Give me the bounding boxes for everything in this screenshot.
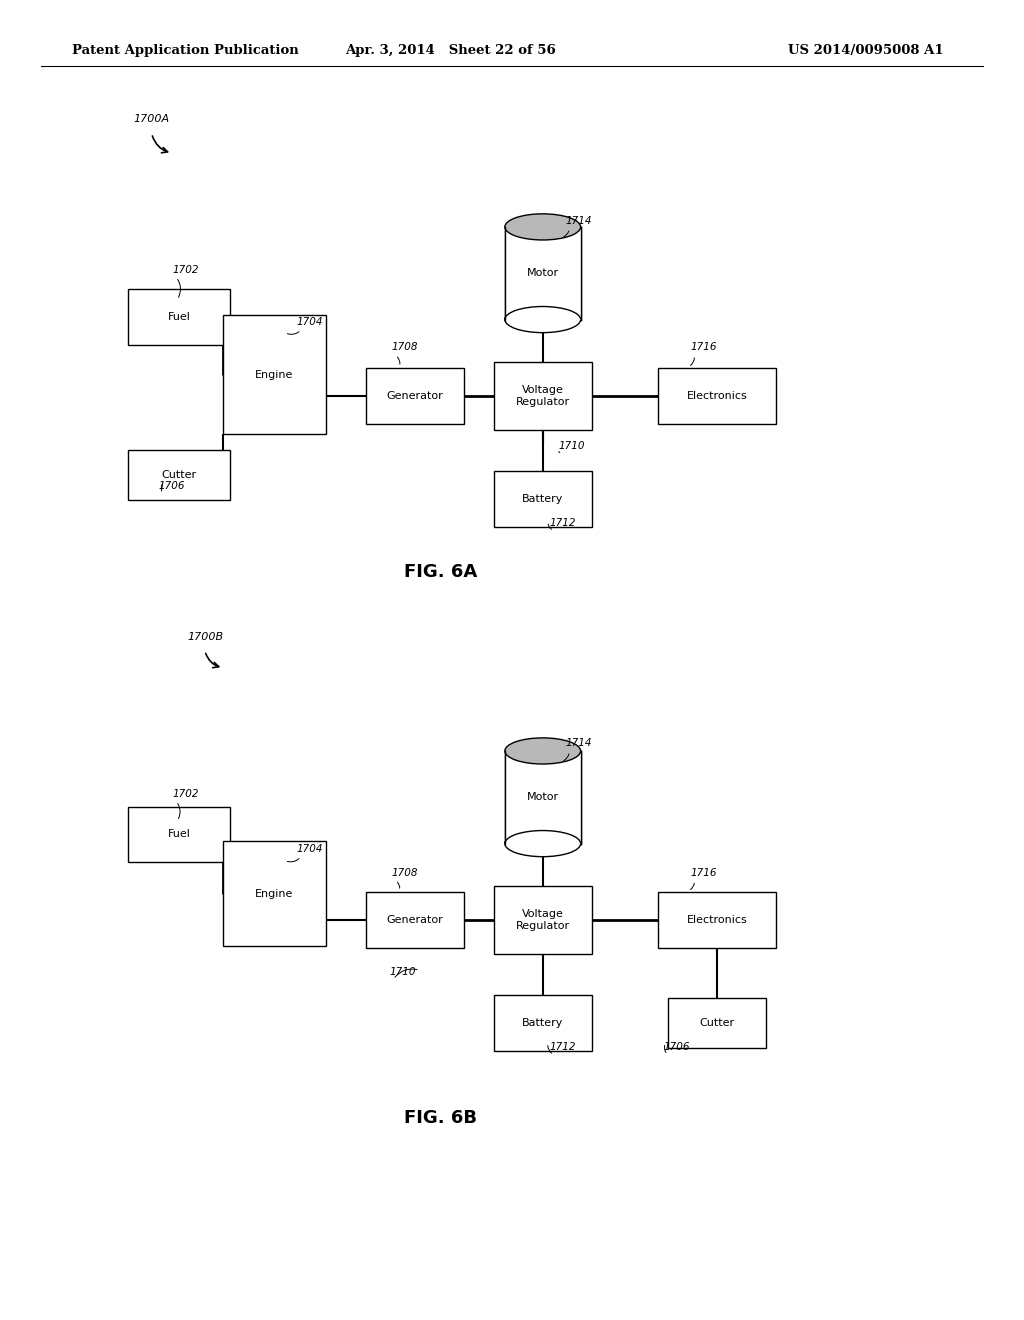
Bar	[657, 368, 776, 424]
Bar	[128, 289, 230, 345]
Text: 1710: 1710	[389, 966, 416, 977]
Text: 1716: 1716	[690, 342, 717, 352]
Bar	[505, 751, 581, 843]
Bar	[668, 998, 766, 1048]
Text: Electronics: Electronics	[686, 391, 748, 401]
Bar	[494, 362, 592, 430]
Text: Fuel: Fuel	[168, 829, 190, 840]
Text: 1700B: 1700B	[187, 631, 223, 642]
Text: 1716: 1716	[690, 867, 717, 878]
Bar	[128, 807, 230, 862]
Text: 1700A: 1700A	[133, 114, 169, 124]
Text: Patent Application Publication: Patent Application Publication	[72, 44, 298, 57]
Text: 1712: 1712	[550, 517, 577, 528]
Text: Voltage
Regulator: Voltage Regulator	[516, 909, 569, 931]
Ellipse shape	[505, 214, 581, 240]
Bar	[223, 841, 326, 946]
Text: 1702: 1702	[172, 264, 199, 275]
Bar	[494, 471, 592, 527]
Text: Fuel: Fuel	[168, 312, 190, 322]
Text: 1714: 1714	[565, 215, 592, 226]
Text: Generator: Generator	[386, 915, 443, 925]
Bar	[366, 368, 464, 424]
Text: Motor: Motor	[526, 792, 559, 803]
Text: 1710: 1710	[558, 441, 585, 451]
Ellipse shape	[505, 738, 581, 764]
Text: Generator: Generator	[386, 391, 443, 401]
Text: 1704: 1704	[297, 317, 324, 327]
Bar	[128, 450, 230, 500]
Text: Electronics: Electronics	[686, 915, 748, 925]
Text: 1704: 1704	[297, 843, 324, 854]
Bar	[505, 227, 581, 319]
Text: 1712: 1712	[550, 1041, 577, 1052]
Ellipse shape	[505, 830, 581, 857]
Text: Apr. 3, 2014   Sheet 22 of 56: Apr. 3, 2014 Sheet 22 of 56	[345, 44, 556, 57]
Text: Engine: Engine	[255, 370, 294, 380]
Text: FIG. 6B: FIG. 6B	[403, 1109, 477, 1127]
Text: FIG. 6A: FIG. 6A	[403, 562, 477, 581]
Text: 1714: 1714	[565, 738, 592, 748]
Bar	[657, 892, 776, 948]
Ellipse shape	[505, 306, 581, 333]
Text: 1708: 1708	[391, 342, 418, 352]
Bar	[494, 995, 592, 1051]
Bar	[366, 892, 464, 948]
Text: Battery: Battery	[522, 1018, 563, 1028]
Text: Cutter: Cutter	[699, 1018, 734, 1028]
Text: Motor: Motor	[526, 268, 559, 279]
Text: 1706: 1706	[664, 1041, 690, 1052]
Text: 1706: 1706	[159, 480, 185, 491]
Text: Cutter: Cutter	[162, 470, 197, 480]
Text: 1708: 1708	[391, 867, 418, 878]
Text: 1702: 1702	[172, 788, 199, 799]
Text: US 2014/0095008 A1: US 2014/0095008 A1	[788, 44, 944, 57]
Text: Battery: Battery	[522, 494, 563, 504]
Bar	[494, 886, 592, 954]
Bar	[223, 315, 326, 434]
Text: Engine: Engine	[255, 888, 294, 899]
Text: Voltage
Regulator: Voltage Regulator	[516, 385, 569, 407]
